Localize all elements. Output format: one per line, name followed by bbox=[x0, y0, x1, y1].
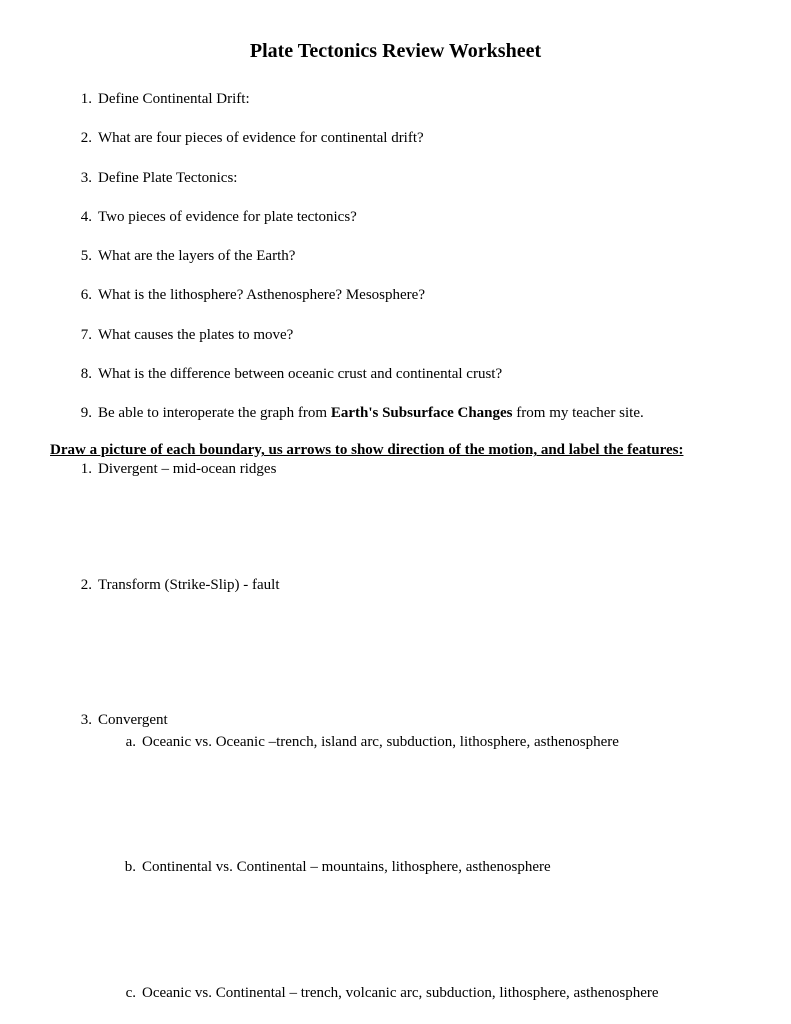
question-item: 2. What are four pieces of evidence for … bbox=[98, 128, 741, 148]
sub-text: Continental vs. Continental – mountains,… bbox=[142, 859, 551, 875]
question-text-prefix: Be able to interoperate the graph from bbox=[98, 405, 331, 421]
question-number: 8. bbox=[68, 364, 92, 384]
boundary-number: 3. bbox=[68, 710, 92, 730]
boundary-item: 2. Transform (Strike-Slip) - fault bbox=[98, 575, 741, 595]
sub-text: Oceanic vs. Oceanic –trench, island arc,… bbox=[142, 734, 619, 750]
boundary-text: Divergent – mid-ocean ridges bbox=[98, 461, 276, 477]
question-number: 5. bbox=[68, 246, 92, 266]
question-text-bold: Earth's Subsurface Changes bbox=[331, 405, 513, 421]
question-text: Define Plate Tectonics: bbox=[98, 170, 237, 186]
boundary-text: Transform (Strike-Slip) - fault bbox=[98, 577, 280, 593]
questions-list: 1. Define Continental Drift: 2. What are… bbox=[50, 89, 741, 423]
question-number: 2. bbox=[68, 128, 92, 148]
boundary-text: Convergent bbox=[98, 712, 168, 728]
worksheet-page: Plate Tectonics Review Worksheet 1. Defi… bbox=[0, 0, 791, 1024]
question-item: 7. What causes the plates to move? bbox=[98, 325, 741, 345]
sub-letter: a. bbox=[114, 732, 136, 752]
question-number: 7. bbox=[68, 325, 92, 345]
question-item: 9. Be able to interoperate the graph fro… bbox=[98, 403, 741, 423]
boundary-number: 2. bbox=[68, 575, 92, 595]
question-item: 5. What are the layers of the Earth? bbox=[98, 246, 741, 266]
question-item: 6. What is the lithosphere? Asthenospher… bbox=[98, 285, 741, 305]
question-number: 6. bbox=[68, 285, 92, 305]
question-text: Define Continental Drift: bbox=[98, 91, 250, 107]
question-item: 3. Define Plate Tectonics: bbox=[98, 168, 741, 188]
page-title: Plate Tectonics Review Worksheet bbox=[50, 40, 741, 63]
question-text: Two pieces of evidence for plate tectoni… bbox=[98, 209, 357, 225]
question-text-suffix: from my teacher site. bbox=[513, 405, 644, 421]
question-text: What are the layers of the Earth? bbox=[98, 248, 295, 264]
boundary-number: 1. bbox=[68, 459, 92, 479]
sub-letter: c. bbox=[114, 983, 136, 1003]
question-item: 4. Two pieces of evidence for plate tect… bbox=[98, 207, 741, 227]
boundaries-list: 1. Divergent – mid-ocean ridges 2. Trans… bbox=[50, 459, 741, 1003]
boundary-item: 3. Convergent a. Oceanic vs. Oceanic –tr… bbox=[98, 710, 741, 1003]
question-text: What is the lithosphere? Asthenosphere? … bbox=[98, 287, 425, 303]
convergent-sublist: a. Oceanic vs. Oceanic –trench, island a… bbox=[98, 732, 741, 1003]
question-number: 1. bbox=[68, 89, 92, 109]
sub-text: Oceanic vs. Continental – trench, volcan… bbox=[142, 985, 659, 1001]
sub-letter: b. bbox=[114, 857, 136, 877]
question-text: What is the difference between oceanic c… bbox=[98, 366, 502, 382]
convergent-sub-item: c. Oceanic vs. Continental – trench, vol… bbox=[142, 983, 741, 1003]
question-text: What causes the plates to move? bbox=[98, 327, 293, 343]
section-heading: Draw a picture of each boundary, us arro… bbox=[50, 442, 741, 459]
question-text: What are four pieces of evidence for con… bbox=[98, 130, 424, 146]
question-number: 9. bbox=[68, 403, 92, 423]
question-item: 8. What is the difference between oceani… bbox=[98, 364, 741, 384]
question-number: 3. bbox=[68, 168, 92, 188]
convergent-sub-item: a. Oceanic vs. Oceanic –trench, island a… bbox=[142, 732, 741, 752]
question-item: 1. Define Continental Drift: bbox=[98, 89, 741, 109]
convergent-sub-item: b. Continental vs. Continental – mountai… bbox=[142, 857, 741, 877]
boundary-item: 1. Divergent – mid-ocean ridges bbox=[98, 459, 741, 479]
question-number: 4. bbox=[68, 207, 92, 227]
